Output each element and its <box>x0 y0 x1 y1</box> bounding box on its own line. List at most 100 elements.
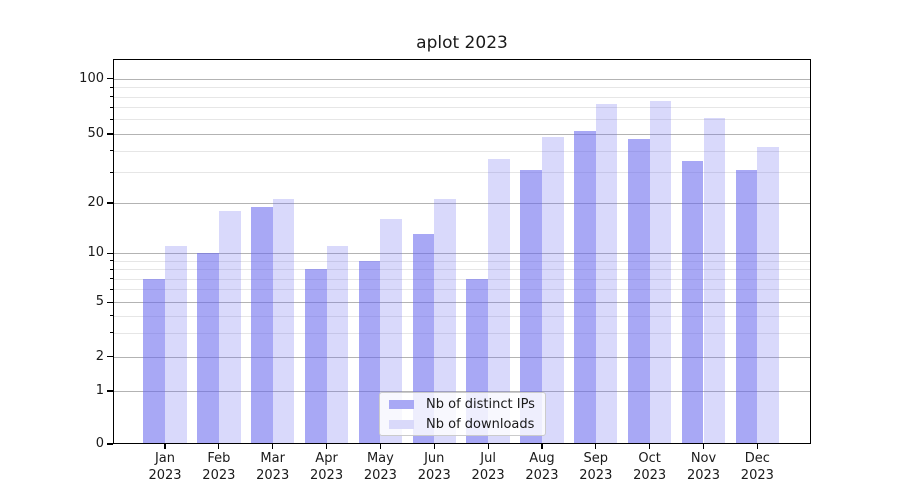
y-minor-tick-mark <box>109 288 113 290</box>
y-tick-mark <box>106 301 113 303</box>
bar-distinct-ips-sep <box>574 130 596 444</box>
y-minor-tick-mark <box>109 118 113 120</box>
gridline-minor <box>113 107 811 109</box>
gridline-minor <box>113 172 811 174</box>
y-minor-tick-mark <box>109 315 113 317</box>
y-tick-mark <box>106 356 113 358</box>
y-minor-tick-mark <box>109 106 113 108</box>
x-tick-label-year: 2023 <box>202 468 236 483</box>
x-tick-label-aug: Aug 2023 <box>502 450 582 484</box>
gridline-minor <box>113 150 811 152</box>
legend-item-downloads: Nb of downloads <box>389 415 545 433</box>
gridline-minor <box>113 269 811 271</box>
bar-downloads-dec <box>757 147 780 444</box>
gridline-major <box>113 203 811 204</box>
bar-distinct-ips-feb <box>197 253 219 444</box>
y-tick-label: 2 <box>95 348 104 364</box>
y-minor-tick-mark <box>109 260 113 262</box>
x-tick-label-month: Nov <box>690 451 717 466</box>
x-tick-mark <box>325 444 328 449</box>
y-tick-mark <box>106 443 113 445</box>
bar-downloads-may <box>380 219 403 444</box>
gridline-minor <box>113 96 811 98</box>
gridline-minor <box>113 289 811 291</box>
bar-downloads-sep <box>595 103 618 444</box>
legend-label-downloads: Nb of downloads <box>426 416 535 432</box>
y-tick-label: 100 <box>79 70 104 86</box>
x-tick-label-month: May <box>366 451 394 466</box>
bar-downloads-nov <box>703 118 726 444</box>
bar-distinct-ips-dec <box>735 169 758 444</box>
bar-distinct-ips-oct <box>627 138 650 444</box>
gridline-major <box>113 134 811 135</box>
x-tick-label-year: 2023 <box>633 468 667 483</box>
gridline-minor <box>113 87 811 89</box>
x-tick-label-year: 2023 <box>363 468 397 483</box>
x-tick-label-year: 2023 <box>579 468 613 483</box>
x-tick-label-month: Apr <box>315 451 338 466</box>
y-minor-tick-mark <box>109 86 113 88</box>
y-minor-tick-mark <box>109 332 113 334</box>
x-tick-label-month: Feb <box>207 451 231 466</box>
y-minor-tick-mark <box>109 278 113 279</box>
y-minor-tick-mark <box>109 150 113 152</box>
y-minor-tick-mark <box>109 96 113 97</box>
x-tick-label-month: Sep <box>583 451 609 466</box>
y-tick-mark <box>106 390 113 392</box>
x-tick-label-year: 2023 <box>471 468 505 483</box>
bar-downloads-jul <box>488 158 510 444</box>
x-tick-label-apr: Apr 2023 <box>287 450 367 484</box>
x-tick-mark <box>649 444 651 449</box>
x-tick-label-mar: Mar 2023 <box>233 450 313 484</box>
x-tick-mark <box>487 444 489 449</box>
x-tick-label-jun: Jun 2023 <box>394 450 474 484</box>
bar-distinct-ips-apr <box>304 269 327 444</box>
bar-distinct-ips-may <box>358 260 381 444</box>
legend-item-distinct-ips: Nb of distinct IPs <box>389 395 545 413</box>
x-tick-label-year: 2023 <box>525 468 559 483</box>
bar-distinct-ips-aug <box>520 169 542 444</box>
x-tick-mark <box>702 444 705 449</box>
x-tick-label-month: Aug <box>529 451 555 466</box>
x-tick-mark <box>272 444 274 449</box>
x-tick-mark <box>164 444 166 449</box>
gridline-minor <box>113 278 811 280</box>
y-tick-label: 1 <box>95 383 104 398</box>
legend: Nb of distinct IPs Nb of downloads <box>379 392 546 436</box>
plot-area <box>113 59 811 444</box>
y-tick-mark <box>106 202 113 204</box>
x-tick-label-sep: Sep 2023 <box>556 450 636 484</box>
y-tick-label: 10 <box>87 245 104 261</box>
x-tick-label-month: Dec <box>744 451 770 466</box>
x-tick-mark <box>756 444 758 449</box>
x-tick-label-jan: Jan 2023 <box>125 450 205 484</box>
bar-downloads-jun <box>434 199 456 444</box>
x-tick-label-year: 2023 <box>417 468 451 483</box>
x-tick-label-jul: Jul 2023 <box>448 450 528 484</box>
x-tick-mark <box>379 444 381 449</box>
x-tick-label-year: 2023 <box>740 468 774 483</box>
bar-downloads-oct <box>649 100 672 444</box>
y-tick-mark <box>106 133 113 135</box>
y-tick-mark <box>106 252 113 254</box>
x-tick-label-feb: Feb 2023 <box>179 450 259 484</box>
legend-label-distinct-ips: Nb of distinct IPs <box>426 396 535 412</box>
bar-downloads-feb <box>218 210 241 444</box>
bar-downloads-jan <box>165 246 187 444</box>
y-tick-label: 0 <box>95 436 104 451</box>
gridline-minor <box>113 260 811 262</box>
bar-distinct-ips-jun <box>412 234 435 444</box>
gridline-major <box>113 78 811 80</box>
bar-distinct-ips-mar <box>251 206 273 444</box>
x-tick-mark <box>433 444 435 449</box>
y-tick-label: 20 <box>87 195 104 210</box>
legend-swatch-downloads <box>389 419 414 429</box>
bar-distinct-ips-nov <box>681 160 704 444</box>
x-tick-mark <box>541 444 543 449</box>
bar-downloads-mar <box>272 199 295 444</box>
legend-swatch-distinct-ips <box>389 399 414 409</box>
y-minor-tick-mark <box>109 268 113 270</box>
gridline-minor <box>113 332 811 334</box>
gridline-minor <box>113 315 811 317</box>
bar-downloads-aug <box>541 137 564 444</box>
